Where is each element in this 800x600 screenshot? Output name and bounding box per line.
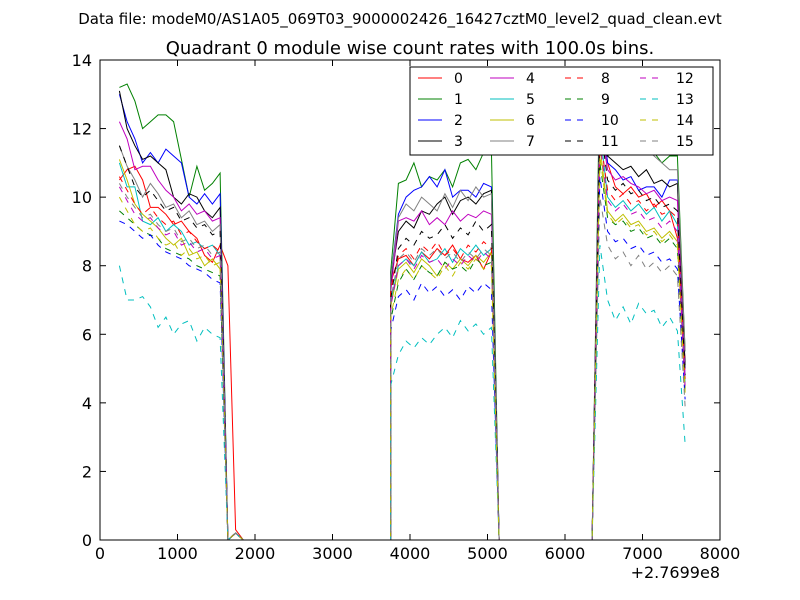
x-axis-offset-label: +2.7699e8 [631, 563, 720, 582]
plot-area: 0 1000 2000 3000 4000 5000 6000 7000 80000246810… [72, 51, 741, 563]
series-line-2 [118, 94, 686, 540]
legend-label-12: 12 [676, 71, 694, 87]
chart-title: Quadrant 0 module wise count rates with … [166, 38, 655, 59]
legend-label-13: 13 [676, 92, 694, 108]
series-line-1 [119, 66, 686, 540]
series-line-15 [118, 183, 686, 540]
x-tick-label: 5000 [467, 544, 508, 563]
legend-label-6: 6 [526, 113, 535, 129]
legend-label-1: 1 [454, 92, 463, 108]
series-line-3 [118, 90, 686, 540]
x-tick-label: 4000 [390, 544, 431, 563]
legend-label-5: 5 [526, 92, 535, 108]
y-tick-label: 14 [72, 51, 92, 70]
series-line-12 [118, 142, 686, 540]
series-line-8 [118, 135, 686, 540]
legend-label-3: 3 [454, 134, 463, 150]
series-line-0 [118, 111, 686, 540]
y-tick-label: 12 [72, 120, 92, 139]
y-tick-label: 6 [82, 325, 92, 344]
legend-label-10: 10 [601, 113, 619, 129]
legend-label-8: 8 [601, 71, 610, 87]
series-line-10 [119, 176, 686, 540]
y-tick-label: 8 [82, 257, 92, 276]
x-tick-label: 6000 [545, 544, 586, 563]
legend-label-2: 2 [454, 113, 463, 129]
legend-label-4: 4 [526, 71, 535, 87]
legend-label-15: 15 [676, 134, 694, 150]
axis-ticks: 0 1000 2000 3000 4000 5000 6000 7000 80000246810… [72, 51, 741, 563]
legend-label-9: 9 [601, 92, 610, 108]
y-tick-label: 2 [82, 462, 92, 481]
y-tick-label: 0 [82, 531, 92, 550]
series-line-14 [118, 155, 686, 540]
x-tick-label: 8000 [700, 544, 741, 563]
series-line-7 [118, 100, 686, 540]
legend-label-11: 11 [601, 134, 619, 150]
x-tick-label: 3000 [312, 544, 353, 563]
series-line-6 [118, 145, 686, 540]
figure-suptitle: Data file: modeM0/AS1A05_069T03_90000024… [78, 10, 722, 29]
x-tick-label: 2000 [235, 544, 276, 563]
legend-label-14: 14 [676, 113, 694, 129]
x-tick-label: 7000 [622, 544, 663, 563]
y-tick-label: 4 [82, 394, 92, 413]
x-tick-label: 0 [95, 544, 105, 563]
series-line-11 [118, 121, 686, 540]
x-tick-label: 1000 [157, 544, 198, 563]
y-tick-label: 10 [72, 188, 92, 207]
series-line-13 [118, 245, 686, 540]
legend-label-0: 0 [454, 71, 463, 87]
series-lines [118, 66, 686, 540]
series-line-4 [118, 121, 686, 540]
legend-frame [409, 66, 714, 156]
legend-label-7: 7 [526, 134, 535, 150]
